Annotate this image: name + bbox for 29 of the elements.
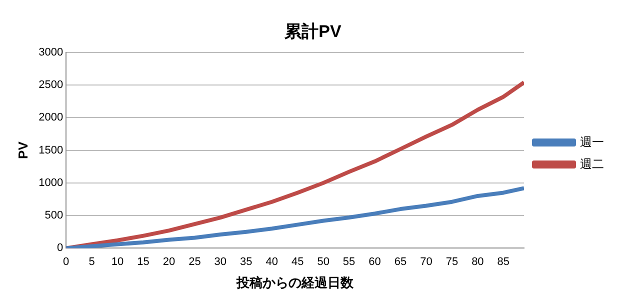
legend-label: 週一 xyxy=(580,134,604,149)
x-tick-label: 15 xyxy=(137,256,150,268)
y-tick-label: 2500 xyxy=(38,79,64,92)
x-tick-label: 45 xyxy=(291,256,304,268)
chart-title: 累計PV xyxy=(284,22,342,41)
x-tick-label: 50 xyxy=(317,256,330,268)
x-tick-label: 20 xyxy=(162,256,176,268)
y-tick-label: 1000 xyxy=(38,176,64,189)
x-tick-label: 70 xyxy=(420,256,432,268)
x-tick-label: 60 xyxy=(368,256,381,268)
y-tick-label: 1500 xyxy=(38,144,64,156)
y-axis-title: PV xyxy=(15,141,30,159)
x-tick-label: 30 xyxy=(214,256,227,268)
x-tick-label: 25 xyxy=(188,256,201,268)
y-tick-label: 0 xyxy=(56,242,64,254)
y-tick-label: 2000 xyxy=(38,112,64,124)
legend-label: 週二 xyxy=(580,156,604,171)
x-tick-label: 80 xyxy=(472,256,484,268)
x-tick-label: 35 xyxy=(240,256,252,268)
x-tick-label: 10 xyxy=(111,256,124,268)
x-tick-label: 85 xyxy=(497,256,510,268)
y-tick-label: 500 xyxy=(44,210,64,222)
y-tick-label: 3000 xyxy=(38,46,64,58)
x-tick-label: 40 xyxy=(266,256,278,268)
x-tick-label: 65 xyxy=(394,256,407,268)
x-tick-label: 55 xyxy=(342,256,356,268)
x-axis-title: 投稿からの経過日数 xyxy=(236,274,355,290)
x-tick-label: 75 xyxy=(446,256,458,268)
x-tick-label: 5 xyxy=(88,256,95,268)
